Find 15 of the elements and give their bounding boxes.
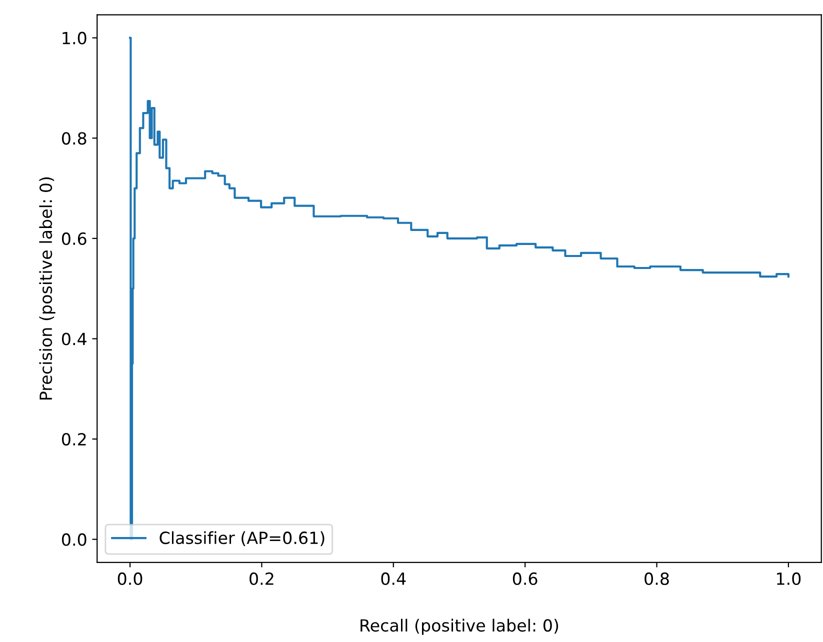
x-tick-label: 0.8 [644,572,669,586]
y-tick-label: 0.2 [62,432,86,446]
y-tick-label: 0.8 [62,132,86,145]
legend-label: Classifier (AP=0.61) [160,531,324,546]
x-tick-label: 0.0 [118,572,142,586]
y-tick-label: 0.6 [62,232,86,245]
y-axis-title: Precision (positive label: 0) [39,177,56,400]
x-tick-label: 0.4 [381,572,406,586]
x-tick-label: 1.0 [777,572,801,586]
y-tick-label: 0.0 [62,533,86,546]
x-tick-label: 0.6 [512,572,538,586]
y-tick-label: 1.0 [62,32,86,44]
x-tick-label: 0.2 [250,572,274,586]
y-tick-label: 0.4 [62,332,86,346]
x-axis-title: Recall (positive label: 0) [360,618,558,635]
